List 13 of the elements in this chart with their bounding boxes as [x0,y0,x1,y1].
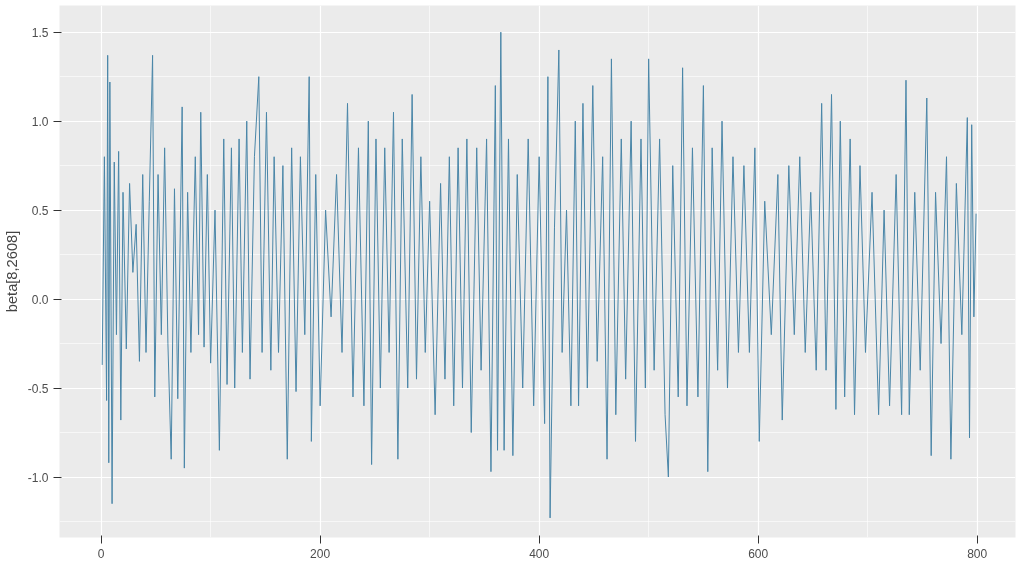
y-tick-label: -0.5 [27,381,49,396]
x-tick-label: 400 [529,546,550,561]
y-tick-label: -1.0 [27,470,49,485]
x-tick-label: 800 [967,546,988,561]
y-tick-label: 0.0 [31,292,49,307]
x-tick-label: 600 [748,546,769,561]
y-tick-label: 0.5 [31,203,49,218]
x-tick-label: 200 [310,546,331,561]
y-axis-title: beta[8,2608] [3,230,20,313]
line-series [101,31,977,519]
y-tick-label: 1.5 [31,25,49,40]
y-tick-label: 1.0 [31,114,49,129]
x-tick-label: 0 [97,546,105,561]
